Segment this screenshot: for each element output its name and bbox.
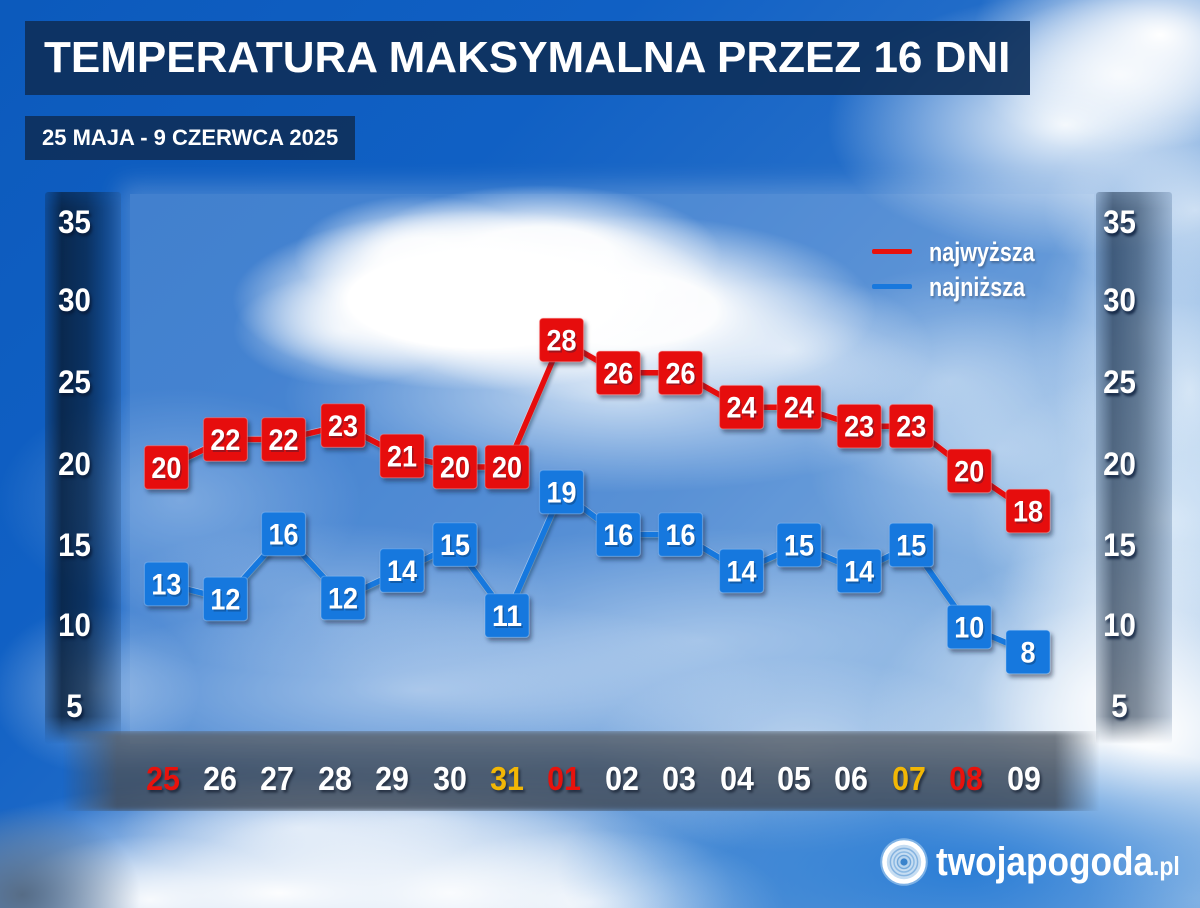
- svg-text:15: 15: [896, 530, 926, 563]
- svg-text:20: 20: [494, 453, 524, 486]
- svg-text:22: 22: [269, 424, 299, 457]
- svg-text:13: 13: [151, 569, 181, 602]
- svg-text:23: 23: [896, 411, 926, 444]
- svg-text:22: 22: [210, 424, 240, 457]
- svg-text:12: 12: [328, 583, 358, 616]
- svg-text:16: 16: [270, 520, 300, 553]
- svg-text:20: 20: [440, 452, 470, 485]
- svg-text:23: 23: [328, 410, 358, 443]
- svg-text:16: 16: [666, 519, 696, 552]
- svg-text:19: 19: [548, 478, 578, 511]
- svg-text:12: 12: [212, 585, 242, 618]
- svg-text:14: 14: [844, 556, 874, 589]
- svg-text:22: 22: [212, 426, 242, 459]
- svg-text:22: 22: [270, 426, 300, 459]
- svg-text:20: 20: [956, 457, 986, 490]
- svg-text:23: 23: [330, 412, 360, 445]
- svg-text:11: 11: [494, 602, 524, 635]
- svg-text:23: 23: [898, 413, 928, 446]
- svg-text:16: 16: [605, 521, 635, 554]
- svg-text:18: 18: [1013, 496, 1043, 529]
- svg-text:15: 15: [440, 529, 470, 562]
- svg-text:28: 28: [548, 326, 578, 359]
- svg-text:15: 15: [442, 531, 472, 564]
- svg-text:16: 16: [603, 519, 633, 552]
- svg-text:12: 12: [330, 584, 360, 617]
- svg-text:14: 14: [728, 557, 758, 590]
- svg-text:8: 8: [1022, 638, 1037, 671]
- svg-text:14: 14: [846, 557, 876, 590]
- svg-text:26: 26: [605, 359, 635, 392]
- svg-text:15: 15: [786, 531, 816, 564]
- svg-text:15: 15: [784, 530, 814, 563]
- svg-text:26: 26: [603, 357, 633, 390]
- svg-text:13: 13: [153, 570, 183, 603]
- svg-text:21: 21: [387, 441, 417, 474]
- svg-text:20: 20: [151, 452, 181, 485]
- svg-text:14: 14: [727, 556, 757, 589]
- svg-text:15: 15: [898, 531, 928, 564]
- svg-text:20: 20: [954, 455, 984, 488]
- svg-text:24: 24: [784, 392, 814, 425]
- svg-text:24: 24: [728, 394, 758, 427]
- svg-text:20: 20: [492, 452, 522, 485]
- svg-text:16: 16: [269, 519, 299, 552]
- svg-text:19: 19: [547, 477, 577, 510]
- svg-text:23: 23: [844, 411, 874, 444]
- svg-text:20: 20: [153, 454, 183, 487]
- svg-text:8: 8: [1021, 637, 1036, 670]
- svg-text:28: 28: [547, 325, 577, 358]
- svg-text:12: 12: [210, 584, 240, 617]
- svg-text:21: 21: [389, 442, 419, 475]
- svg-text:24: 24: [786, 394, 816, 427]
- svg-text:18: 18: [1015, 497, 1045, 530]
- svg-text:23: 23: [846, 413, 876, 446]
- svg-text:26: 26: [667, 359, 697, 392]
- svg-text:14: 14: [389, 557, 419, 590]
- svg-text:10: 10: [956, 613, 986, 646]
- svg-text:11: 11: [492, 600, 522, 633]
- svg-text:14: 14: [387, 555, 417, 588]
- svg-text:10: 10: [954, 612, 984, 645]
- svg-text:26: 26: [666, 357, 696, 390]
- svg-text:16: 16: [667, 521, 697, 554]
- svg-text:20: 20: [442, 453, 472, 486]
- svg-text:24: 24: [727, 392, 757, 425]
